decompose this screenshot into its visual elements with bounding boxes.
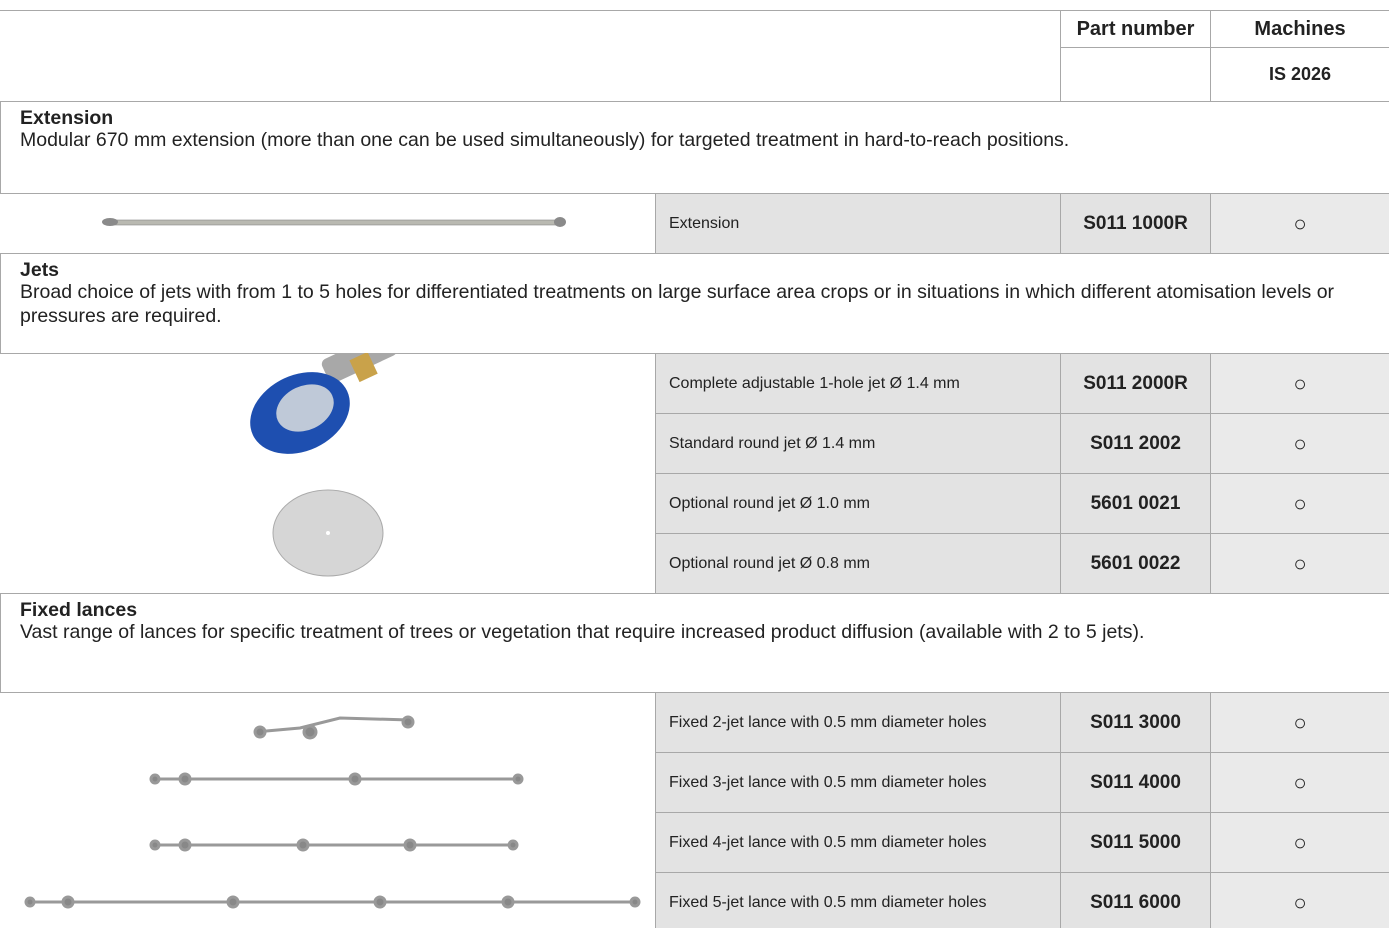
part-number: S011 2002 xyxy=(1060,413,1211,474)
item-name: Fixed 5-jet lance with 0.5 mm diameter h… xyxy=(655,872,1061,928)
part-number: S011 2000R xyxy=(1060,353,1211,414)
availability: ○ xyxy=(1210,533,1389,594)
part-number: 5601 0022 xyxy=(1060,533,1211,594)
part-number: S011 4000 xyxy=(1060,752,1211,813)
header-machines: Machines xyxy=(1210,10,1389,48)
item-name: Fixed 2-jet lance with 0.5 mm diameter h… xyxy=(655,692,1061,753)
extension-image xyxy=(102,217,566,227)
availability: ○ xyxy=(1210,413,1389,474)
availability: ○ xyxy=(1210,473,1389,534)
part-number: S011 5000 xyxy=(1060,812,1211,873)
header-blank xyxy=(0,10,1061,102)
part-number: 5601 0021 xyxy=(1060,473,1211,534)
part-number: S011 1000R xyxy=(1060,193,1211,254)
item-name: Fixed 3-jet lance with 0.5 mm diameter h… xyxy=(655,752,1061,813)
availability: ○ xyxy=(1210,193,1389,254)
item-name: Extension xyxy=(655,193,1061,254)
availability: ○ xyxy=(1210,812,1389,873)
header-blank xyxy=(1060,47,1211,102)
item-name: Optional round jet Ø 0.8 mm xyxy=(655,533,1061,594)
item-name: Fixed 4-jet lance with 0.5 mm diameter h… xyxy=(655,812,1061,873)
header-machine: IS 2026 xyxy=(1210,47,1389,102)
lances-image xyxy=(24,715,641,909)
section-title: Extension xyxy=(20,107,114,129)
part-number: S011 6000 xyxy=(1060,872,1211,928)
section-header: Jets Broad choice of jets with from 1 to … xyxy=(0,253,1389,354)
section-header: Extension Modular 670 mm extension (more … xyxy=(0,101,1389,194)
part-number: S011 3000 xyxy=(1060,692,1211,753)
section-description: Vast range of lances for specific treatm… xyxy=(20,621,1145,643)
availability: ○ xyxy=(1210,692,1389,753)
section-header: Fixed lances Vast range of lances for spe… xyxy=(0,593,1389,693)
section-title: Fixed lances xyxy=(20,599,138,621)
jets-image xyxy=(250,353,397,577)
section-title: Jets xyxy=(20,259,60,281)
item-name: Complete adjustable 1-hole jet Ø 1.4 mm xyxy=(655,353,1061,414)
availability: ○ xyxy=(1210,752,1389,813)
section-description: Broad choice of jets with from 1 to 5 ho… xyxy=(20,281,1335,327)
section-description: Modular 670 mm extension (more than one … xyxy=(20,129,1070,151)
item-name: Standard round jet Ø 1.4 mm xyxy=(655,413,1061,474)
header-part-number: Part number xyxy=(1060,10,1211,48)
item-name: Optional round jet Ø 1.0 mm xyxy=(655,473,1061,534)
availability: ○ xyxy=(1210,872,1389,928)
availability: ○ xyxy=(1210,353,1389,414)
